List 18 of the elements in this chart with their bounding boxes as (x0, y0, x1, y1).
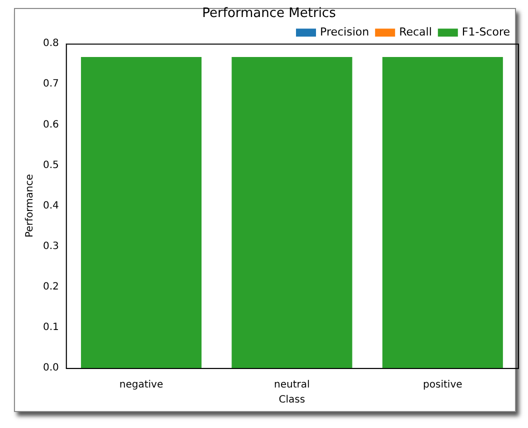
x-tick-label: negative (119, 380, 164, 391)
y-tick-label: 0.6 (42, 119, 59, 130)
y-tick-label: 0.8 (42, 38, 59, 50)
x-tick-label: positive (423, 380, 462, 391)
chart-title: Performance Metrics (202, 6, 336, 22)
y-tick-label: 0.4 (42, 200, 59, 212)
y-tick-label: 0.3 (42, 240, 59, 252)
y-tick-label: 0.2 (42, 281, 59, 292)
y-tick-label: 0.1 (42, 322, 59, 334)
y-tick-label: 0.5 (42, 160, 59, 171)
x-axis-title: Class (278, 394, 306, 406)
y-axis-title: Performance (24, 174, 36, 238)
legend-label: Precision (320, 25, 370, 38)
legend-label: F1-Score (462, 25, 510, 38)
y-tick-label: 0.0 (42, 362, 59, 374)
legend-label: Recall (399, 25, 432, 38)
x-tick-label: neutral (274, 380, 310, 391)
y-tick-label: 0.7 (42, 78, 59, 90)
